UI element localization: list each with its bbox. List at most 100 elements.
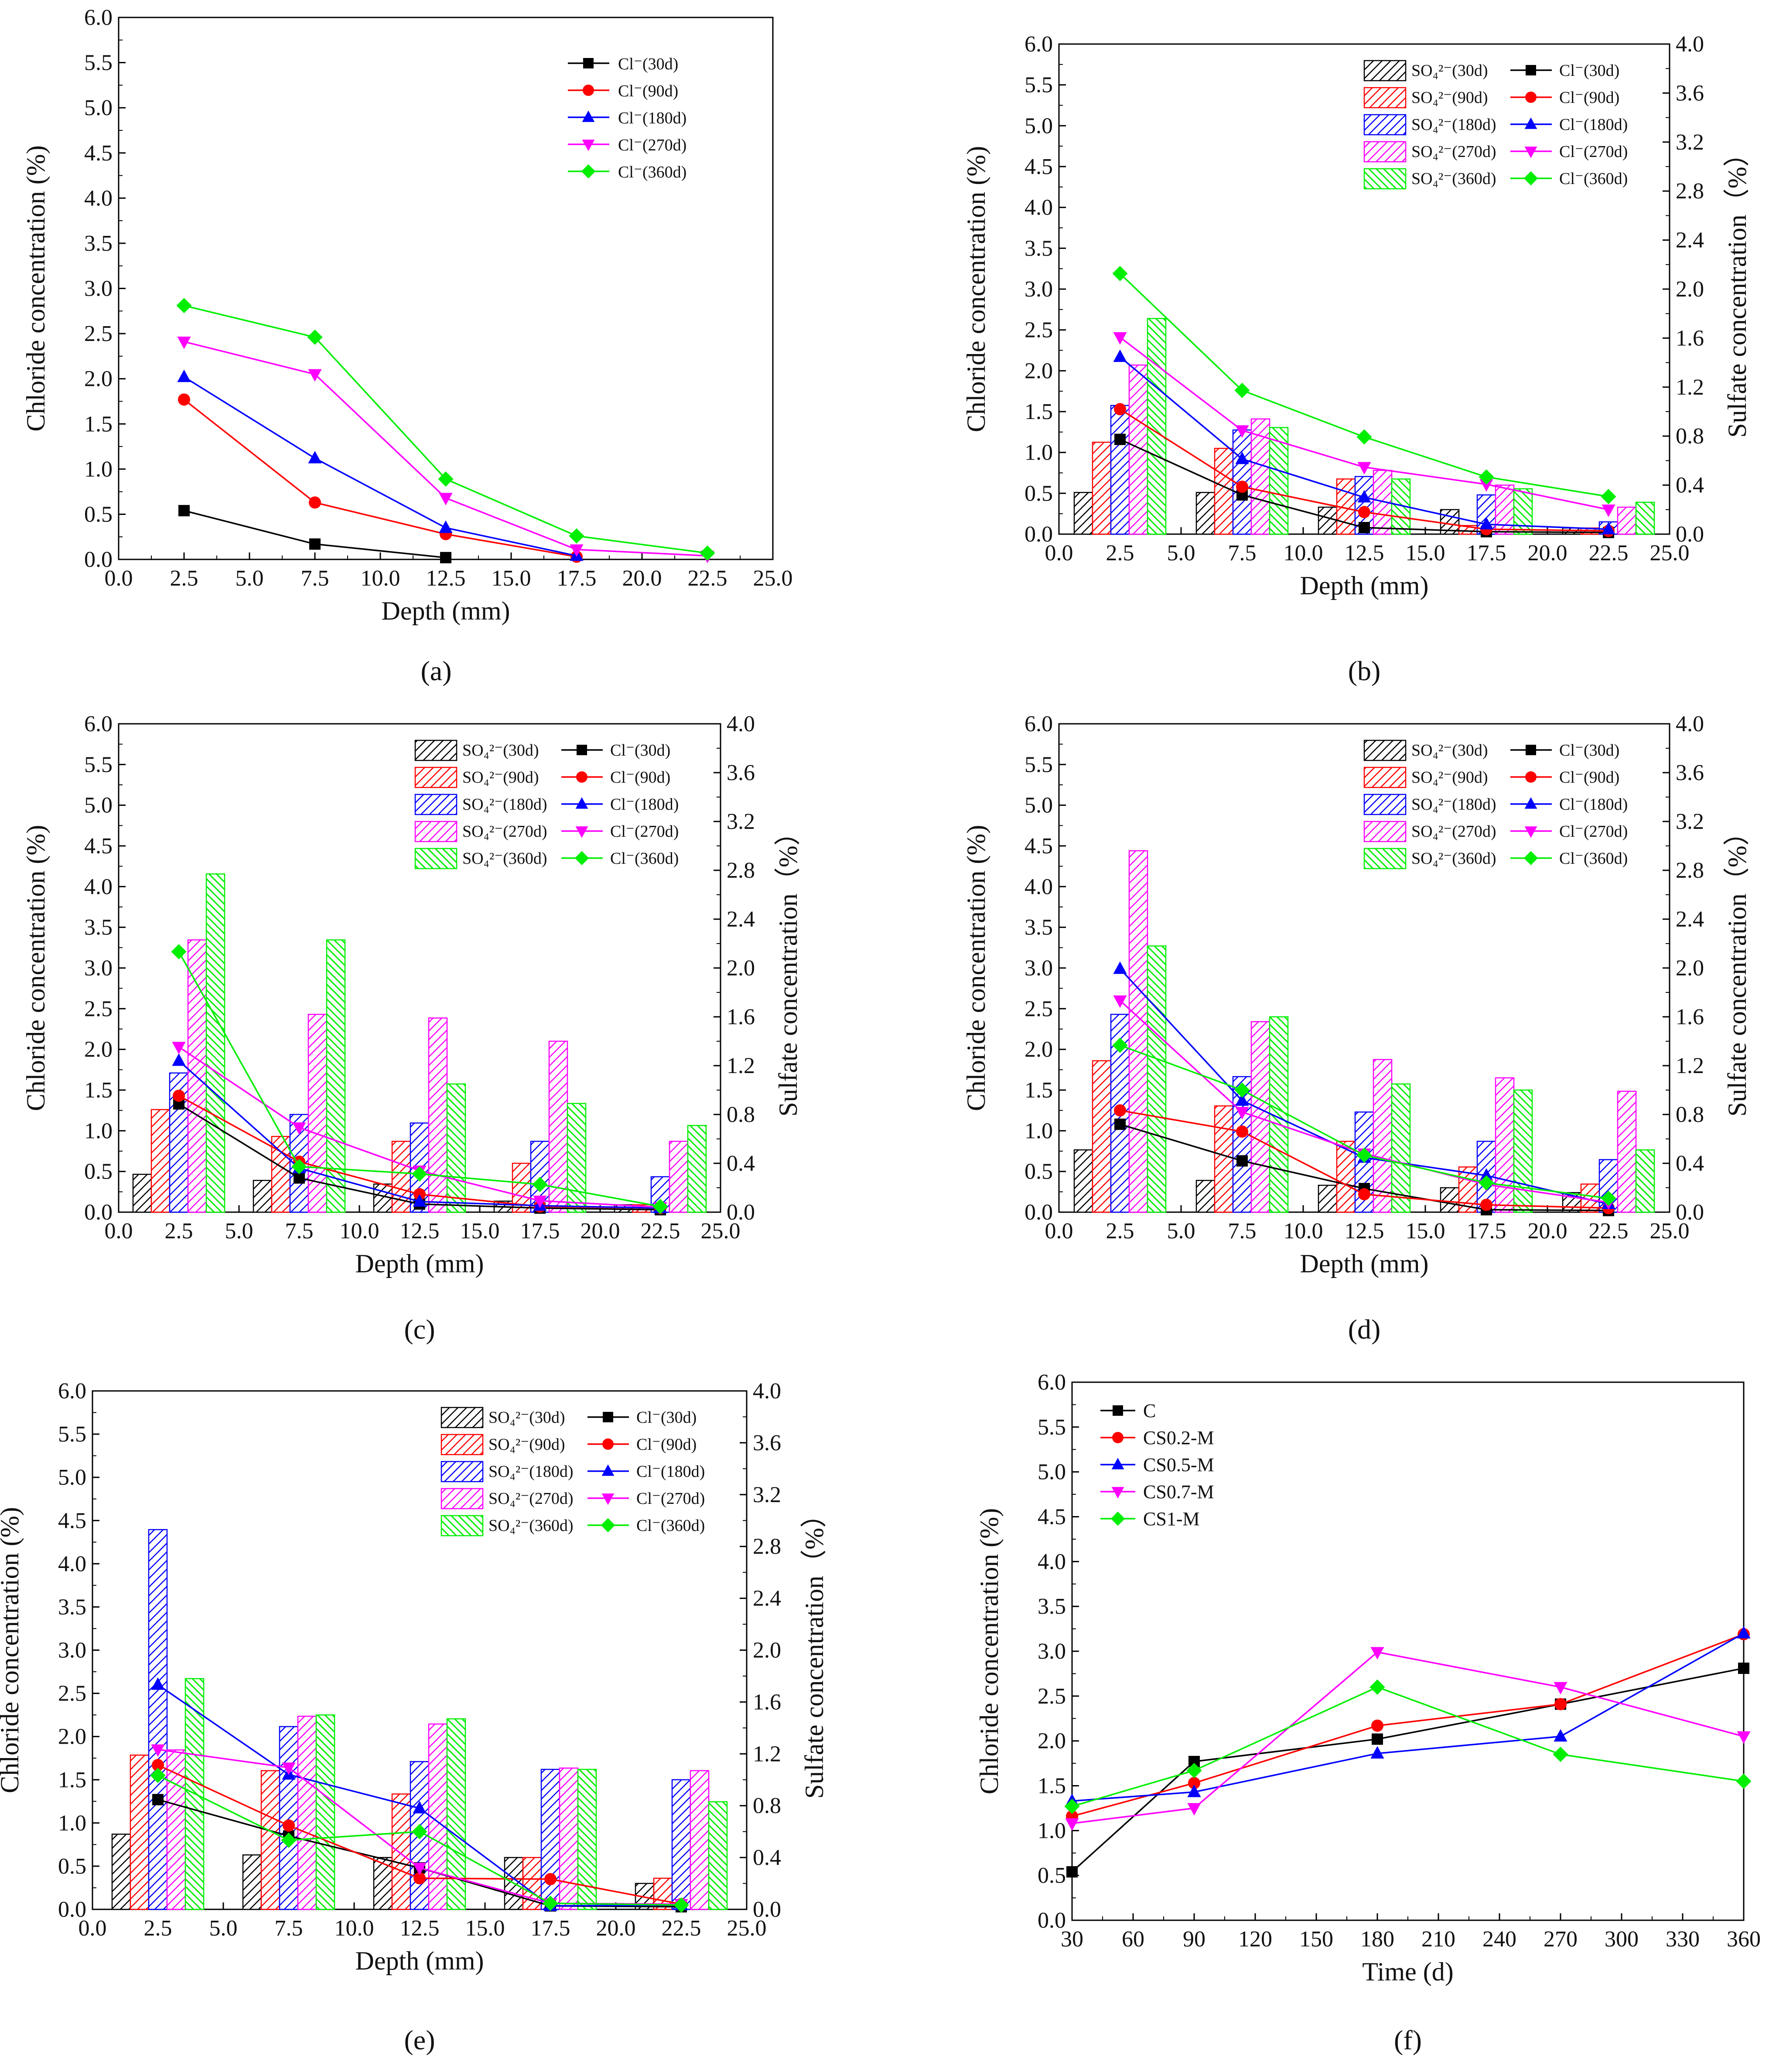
x-axis-title: Depth (mm) xyxy=(355,1946,484,1975)
y-tick-label: 1.5 xyxy=(84,1078,113,1103)
legend-swatch xyxy=(1363,767,1407,788)
y2-tick-label: 0.8 xyxy=(753,1793,781,1818)
data-point xyxy=(1235,1093,1249,1106)
sulfate-bar xyxy=(522,1857,542,1910)
legend-label: Cl⁻(360d) xyxy=(636,1517,705,1535)
series-line xyxy=(1072,1633,1744,1817)
legend-swatch xyxy=(414,794,458,815)
y2-tick-label: 1.2 xyxy=(1676,375,1704,400)
legend-marker xyxy=(1526,745,1536,755)
data-point xyxy=(178,505,190,517)
data-point xyxy=(1064,1799,1080,1814)
legend-marker xyxy=(574,851,589,866)
sulfate-bar xyxy=(446,1083,466,1213)
legend-marker xyxy=(583,58,594,68)
x-tick-label: 7.5 xyxy=(1228,541,1257,566)
legend-label: SO₄²⁻(180d) xyxy=(1411,795,1496,814)
x-tick-label: 360 xyxy=(1727,1927,1761,1952)
y-tick-label: 3.5 xyxy=(58,1595,86,1619)
legend-marker xyxy=(601,1518,615,1533)
data-point xyxy=(307,329,323,345)
x-tick-label: 7.5 xyxy=(275,1916,303,1941)
x-tick-label: 10.0 xyxy=(335,1916,374,1941)
x-tick-label: 0.0 xyxy=(105,1219,133,1244)
legend-marker xyxy=(1523,851,1538,866)
y-tick-label: 5.5 xyxy=(1025,73,1053,98)
x-tick-label: 270 xyxy=(1544,1927,1578,1952)
y2-tick-label: 1.6 xyxy=(753,1690,781,1714)
data-point xyxy=(173,1090,185,1102)
sulfate-bar xyxy=(1110,405,1130,535)
y-tick-label: 0.5 xyxy=(58,1854,86,1879)
y2-tick-label: 0.8 xyxy=(1676,424,1704,449)
y-tick-label: 1.0 xyxy=(1025,440,1053,465)
y2-axis-title: Sulfate concentration（%） xyxy=(774,819,803,1116)
legend-label: Cl⁻(180d) xyxy=(1559,795,1628,814)
sulfate-bar xyxy=(1318,1185,1338,1213)
y2-tick-label: 1.6 xyxy=(1676,1005,1704,1029)
series-line xyxy=(184,376,577,557)
y2-tick-label: 4.0 xyxy=(727,712,755,736)
y-tick-label: 1.5 xyxy=(58,1768,86,1793)
sulfate-bar xyxy=(1495,484,1515,535)
panel-c: 0.0 0.5 1.0 1.5 2.0 2.5 3.0 3.5 4.0 4.5 5.0 5.5 6.0 0… xyxy=(21,712,803,1345)
sulfate-bar xyxy=(1214,448,1234,535)
x-tick-label: 22.5 xyxy=(641,1219,680,1244)
data-point xyxy=(1114,1118,1126,1130)
sulfate-bar xyxy=(1073,1149,1093,1213)
x-tick-label: 5.0 xyxy=(225,1219,253,1244)
data-point xyxy=(700,545,715,561)
x-tick-label: 17.5 xyxy=(520,1219,560,1244)
legend-label: SO₄²⁻(30d) xyxy=(1411,741,1488,760)
y-tick-label: 0.0 xyxy=(1025,1200,1053,1225)
y2-tick-label: 0.4 xyxy=(727,1151,755,1176)
legend-label: Cl⁻(30d) xyxy=(636,1408,697,1427)
data-point xyxy=(281,1832,297,1848)
data-point xyxy=(309,496,321,509)
y-tick-label: 1.5 xyxy=(1025,399,1053,424)
sulfate-bar xyxy=(1617,1091,1637,1213)
data-point xyxy=(1114,403,1126,416)
y-tick-label: 5.0 xyxy=(58,1465,86,1490)
data-point xyxy=(1369,1679,1385,1695)
legend-label: SO₄²⁻(30d) xyxy=(1411,61,1488,80)
legend-label: CS1-M xyxy=(1143,1508,1200,1530)
data-point xyxy=(152,1794,164,1806)
sulfate-bar xyxy=(567,1103,587,1213)
legend-label: Cl⁻(180d) xyxy=(636,1462,705,1481)
y2-tick-label: 1.2 xyxy=(727,1053,755,1078)
y-tick-label: 2.0 xyxy=(1038,1729,1066,1754)
data-point xyxy=(413,1801,427,1813)
legend-marker xyxy=(575,797,588,809)
legend-marker xyxy=(601,1493,615,1505)
y-tick-label: 2.0 xyxy=(58,1724,86,1749)
y-tick-label: 2.0 xyxy=(1025,358,1053,383)
x-tick-label: 0.0 xyxy=(1045,541,1073,566)
y-tick-label: 6.0 xyxy=(1038,1370,1066,1395)
data-point xyxy=(413,1863,427,1875)
y-tick-label: 2.5 xyxy=(1038,1684,1066,1709)
y-tick-label: 6.0 xyxy=(84,712,113,736)
data-point xyxy=(1358,1188,1370,1200)
x-tick-label: 20.0 xyxy=(581,1219,620,1244)
x-tick-label: 15.0 xyxy=(1406,1219,1445,1244)
y-tick-label: 3.5 xyxy=(1038,1594,1066,1619)
legend-swatch xyxy=(414,767,458,788)
data-point xyxy=(151,1677,165,1690)
legend-swatch xyxy=(441,1488,484,1510)
y-tick-label: 0.0 xyxy=(84,1200,113,1225)
legend-swatch xyxy=(1363,87,1407,109)
x-tick-label: 2.5 xyxy=(1106,541,1134,566)
legend-label: Cl⁻(180d) xyxy=(610,795,679,814)
y2-tick-label: 2.8 xyxy=(1676,179,1704,204)
sulfate-bar xyxy=(326,939,346,1213)
series-line xyxy=(184,510,446,559)
legend-label: SO₄²⁻(270d) xyxy=(1411,143,1496,161)
sulfate-bar xyxy=(1195,1179,1216,1213)
x-tick-label: 240 xyxy=(1482,1927,1516,1952)
data-point xyxy=(412,1824,427,1840)
legend-marker xyxy=(603,1412,613,1422)
data-point xyxy=(440,552,451,563)
x-tick-label: 25.0 xyxy=(753,566,793,591)
